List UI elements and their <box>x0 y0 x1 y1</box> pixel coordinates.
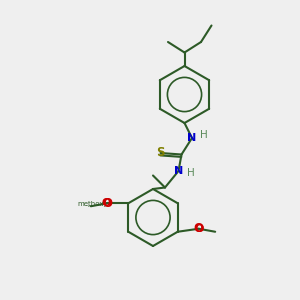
Text: H: H <box>200 130 208 140</box>
Text: O: O <box>102 197 112 210</box>
Text: O: O <box>194 222 204 235</box>
Text: methoxy: methoxy <box>86 205 92 206</box>
Text: methoxy: methoxy <box>88 206 94 207</box>
Text: H: H <box>187 168 195 178</box>
Text: N: N <box>174 166 183 176</box>
Text: S: S <box>156 146 165 160</box>
Text: methoxy: methoxy <box>77 201 108 207</box>
Text: O: O <box>195 224 204 234</box>
Text: N: N <box>188 133 196 143</box>
Text: O: O <box>101 198 110 208</box>
